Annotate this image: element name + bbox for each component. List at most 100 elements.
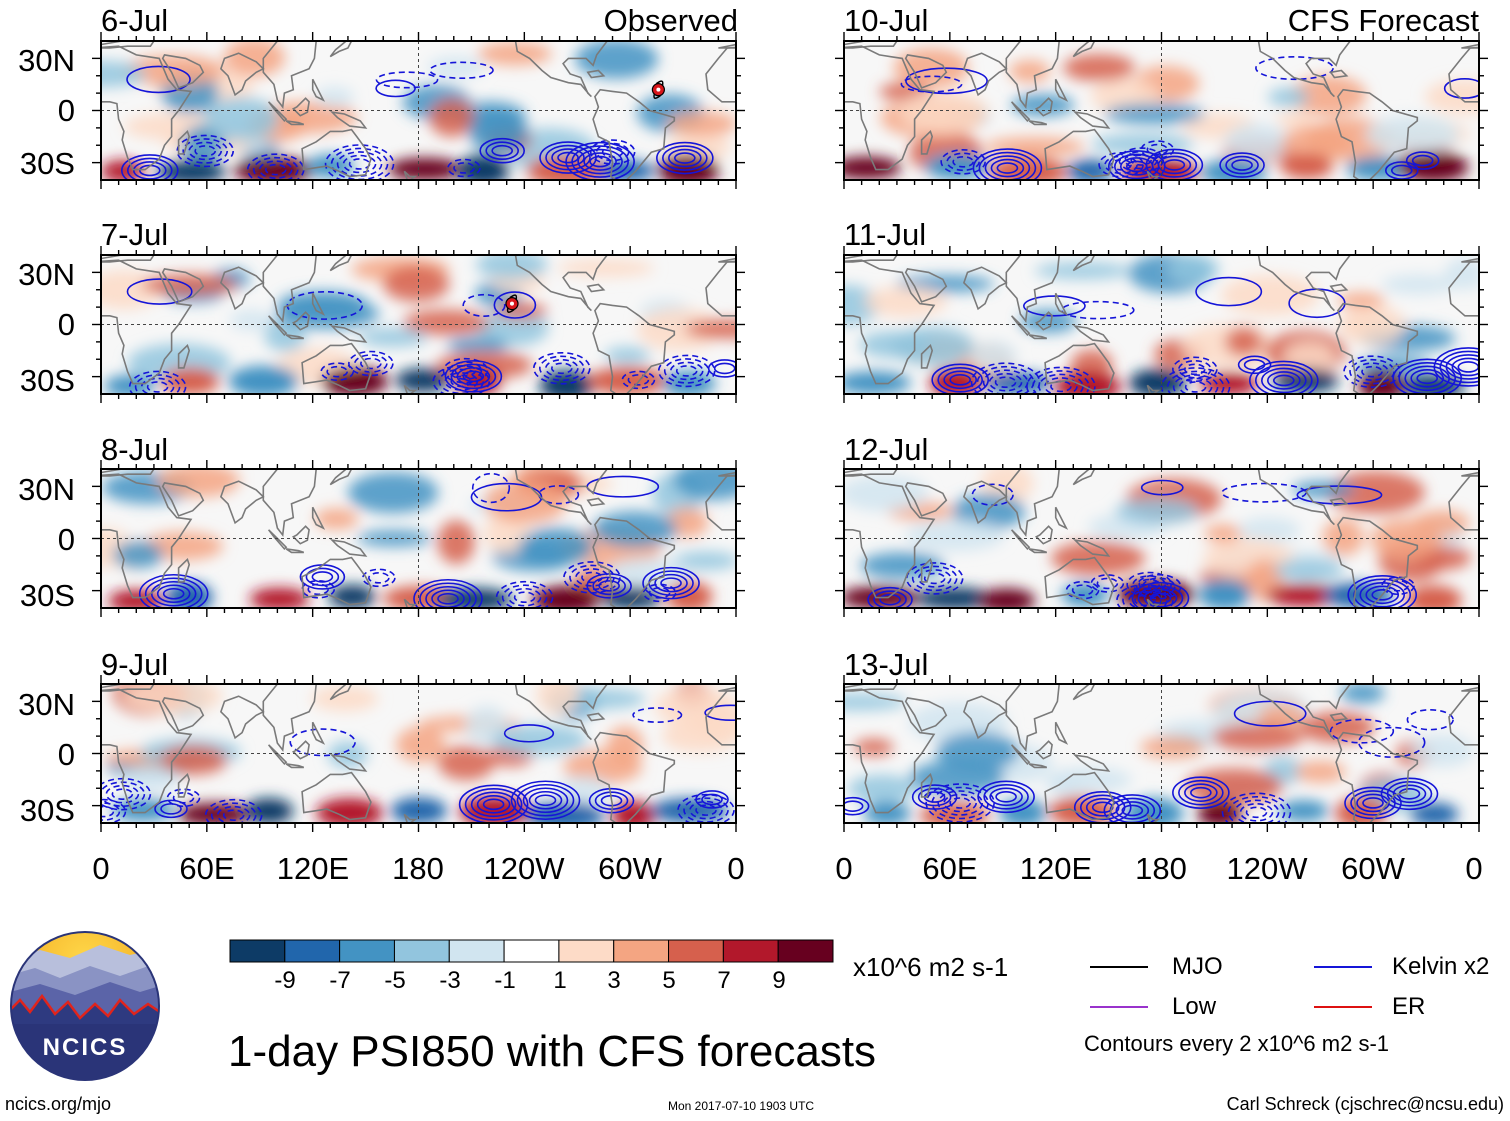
coastline-new-guinea	[329, 325, 368, 343]
coastline-caribbean	[586, 69, 606, 79]
colorbar-tick-label: 1	[553, 967, 567, 994]
legend-label-er: ER	[1392, 993, 1426, 1020]
coastline-philippines	[1054, 292, 1069, 316]
coastline-philippines	[311, 292, 326, 316]
coastline-australia	[1044, 771, 1115, 821]
coastline-india	[219, 52, 265, 97]
colorbar-swatch	[503, 939, 560, 963]
coastline-java	[1028, 548, 1048, 554]
kelvin-contour	[1392, 784, 1427, 804]
map-panel	[835, 32, 1488, 189]
kelvin-contour	[1355, 362, 1389, 381]
kelvin-contour	[1380, 777, 1439, 811]
kelvin-contour	[1090, 574, 1125, 593]
colorbar-swatch	[284, 939, 341, 963]
kelvin-contour	[101, 805, 115, 818]
kelvin-contour	[1121, 804, 1144, 817]
anomaly-blob	[606, 726, 644, 765]
kelvin-contour	[545, 144, 591, 171]
coastline-madagascar	[177, 129, 191, 155]
anomaly-blob	[156, 160, 227, 180]
kelvin-contour	[1065, 580, 1100, 600]
coastline-japan	[1072, 255, 1096, 272]
kelvin-contour	[348, 350, 394, 377]
coastline-north-america	[1257, 255, 1352, 312]
anomaly-blob	[347, 472, 439, 514]
kelvin-contour	[1350, 790, 1396, 816]
coastline-australia	[1044, 556, 1115, 606]
x-tick-label: 180	[1135, 851, 1187, 886]
map-panel	[92, 675, 745, 832]
kelvin-contour	[429, 61, 494, 80]
anomaly-blob	[491, 724, 588, 755]
kelvin-contour	[1184, 381, 1207, 393]
axis-ticks	[835, 32, 1488, 189]
contour-lines	[844, 700, 1454, 823]
anomaly-blob	[101, 160, 146, 180]
anomaly-blob	[1050, 540, 1146, 576]
coastline-caribbean	[1329, 712, 1349, 722]
kelvin-contour	[522, 787, 569, 814]
anomaly-blob	[863, 802, 911, 823]
coastline-new-zealand	[1146, 384, 1161, 394]
axis-ticks	[835, 675, 1488, 832]
coastline-se-asia	[1005, 684, 1061, 753]
coastline-north-america	[514, 469, 609, 526]
kelvin-contour	[923, 572, 946, 585]
coastline-india	[962, 52, 1008, 97]
coastline-sumatra	[267, 529, 288, 551]
kelvin-contour	[176, 134, 234, 168]
kelvin-contour	[1221, 792, 1292, 823]
kelvin-contour	[1166, 370, 1225, 394]
kelvin-contour	[126, 157, 173, 180]
kelvin-contour	[695, 804, 717, 816]
anomaly-blob	[429, 98, 475, 137]
kelvin-contour	[943, 370, 977, 390]
coastline-south-america	[592, 302, 676, 394]
panel-date-title: 13-Jul	[844, 647, 929, 682]
kelvin-contour	[989, 787, 1023, 807]
kelvin-contour	[1032, 370, 1090, 394]
coastlines	[844, 684, 1479, 823]
coastline-java	[285, 548, 305, 554]
anomaly-blob	[387, 157, 463, 180]
kelvin-contour	[1296, 485, 1383, 505]
kelvin-contour	[1178, 779, 1224, 806]
kelvin-contour	[905, 562, 964, 595]
anomaly-blob	[359, 327, 428, 347]
coastline-japan	[329, 469, 353, 486]
anomaly-blob	[898, 90, 989, 134]
anomaly-shading	[101, 255, 736, 394]
anomaly-blob	[666, 111, 736, 137]
anomaly-blob	[1397, 151, 1469, 180]
anomaly-blob	[599, 586, 662, 608]
kelvin-contour	[324, 144, 395, 180]
kelvin-contour	[1359, 582, 1406, 608]
kelvin-contour	[704, 704, 736, 721]
kelvin-contour	[538, 485, 580, 505]
anomaly-blob	[859, 330, 930, 359]
kelvin-contour	[432, 365, 491, 394]
kelvin-contour	[1381, 576, 1415, 596]
observed-column-header: Observed	[603, 3, 738, 38]
x-tick-label: 60E	[922, 851, 978, 886]
kelvin-contour	[534, 794, 557, 807]
anomaly-blob	[977, 588, 1036, 608]
map-panel	[92, 32, 745, 189]
kelvin-contour	[289, 728, 356, 757]
coastline-north-america	[1257, 469, 1352, 526]
anomaly-blob	[518, 527, 594, 566]
colorbar-tick-label: -3	[439, 967, 461, 994]
anomaly-blob	[1128, 368, 1187, 394]
kelvin-contour	[1130, 154, 1152, 166]
coastline-madagascar	[920, 129, 934, 155]
kelvin-contour	[663, 358, 710, 384]
kelvin-contour	[1122, 587, 1168, 608]
kelvin-contour	[156, 584, 191, 604]
kelvin-contour	[1163, 159, 1186, 171]
coastline-africa	[101, 45, 193, 171]
kelvin-contour	[1060, 300, 1135, 320]
coastline-caribbean	[586, 497, 606, 507]
coastline-india	[219, 266, 265, 311]
coastline-caribbean	[1329, 497, 1349, 507]
